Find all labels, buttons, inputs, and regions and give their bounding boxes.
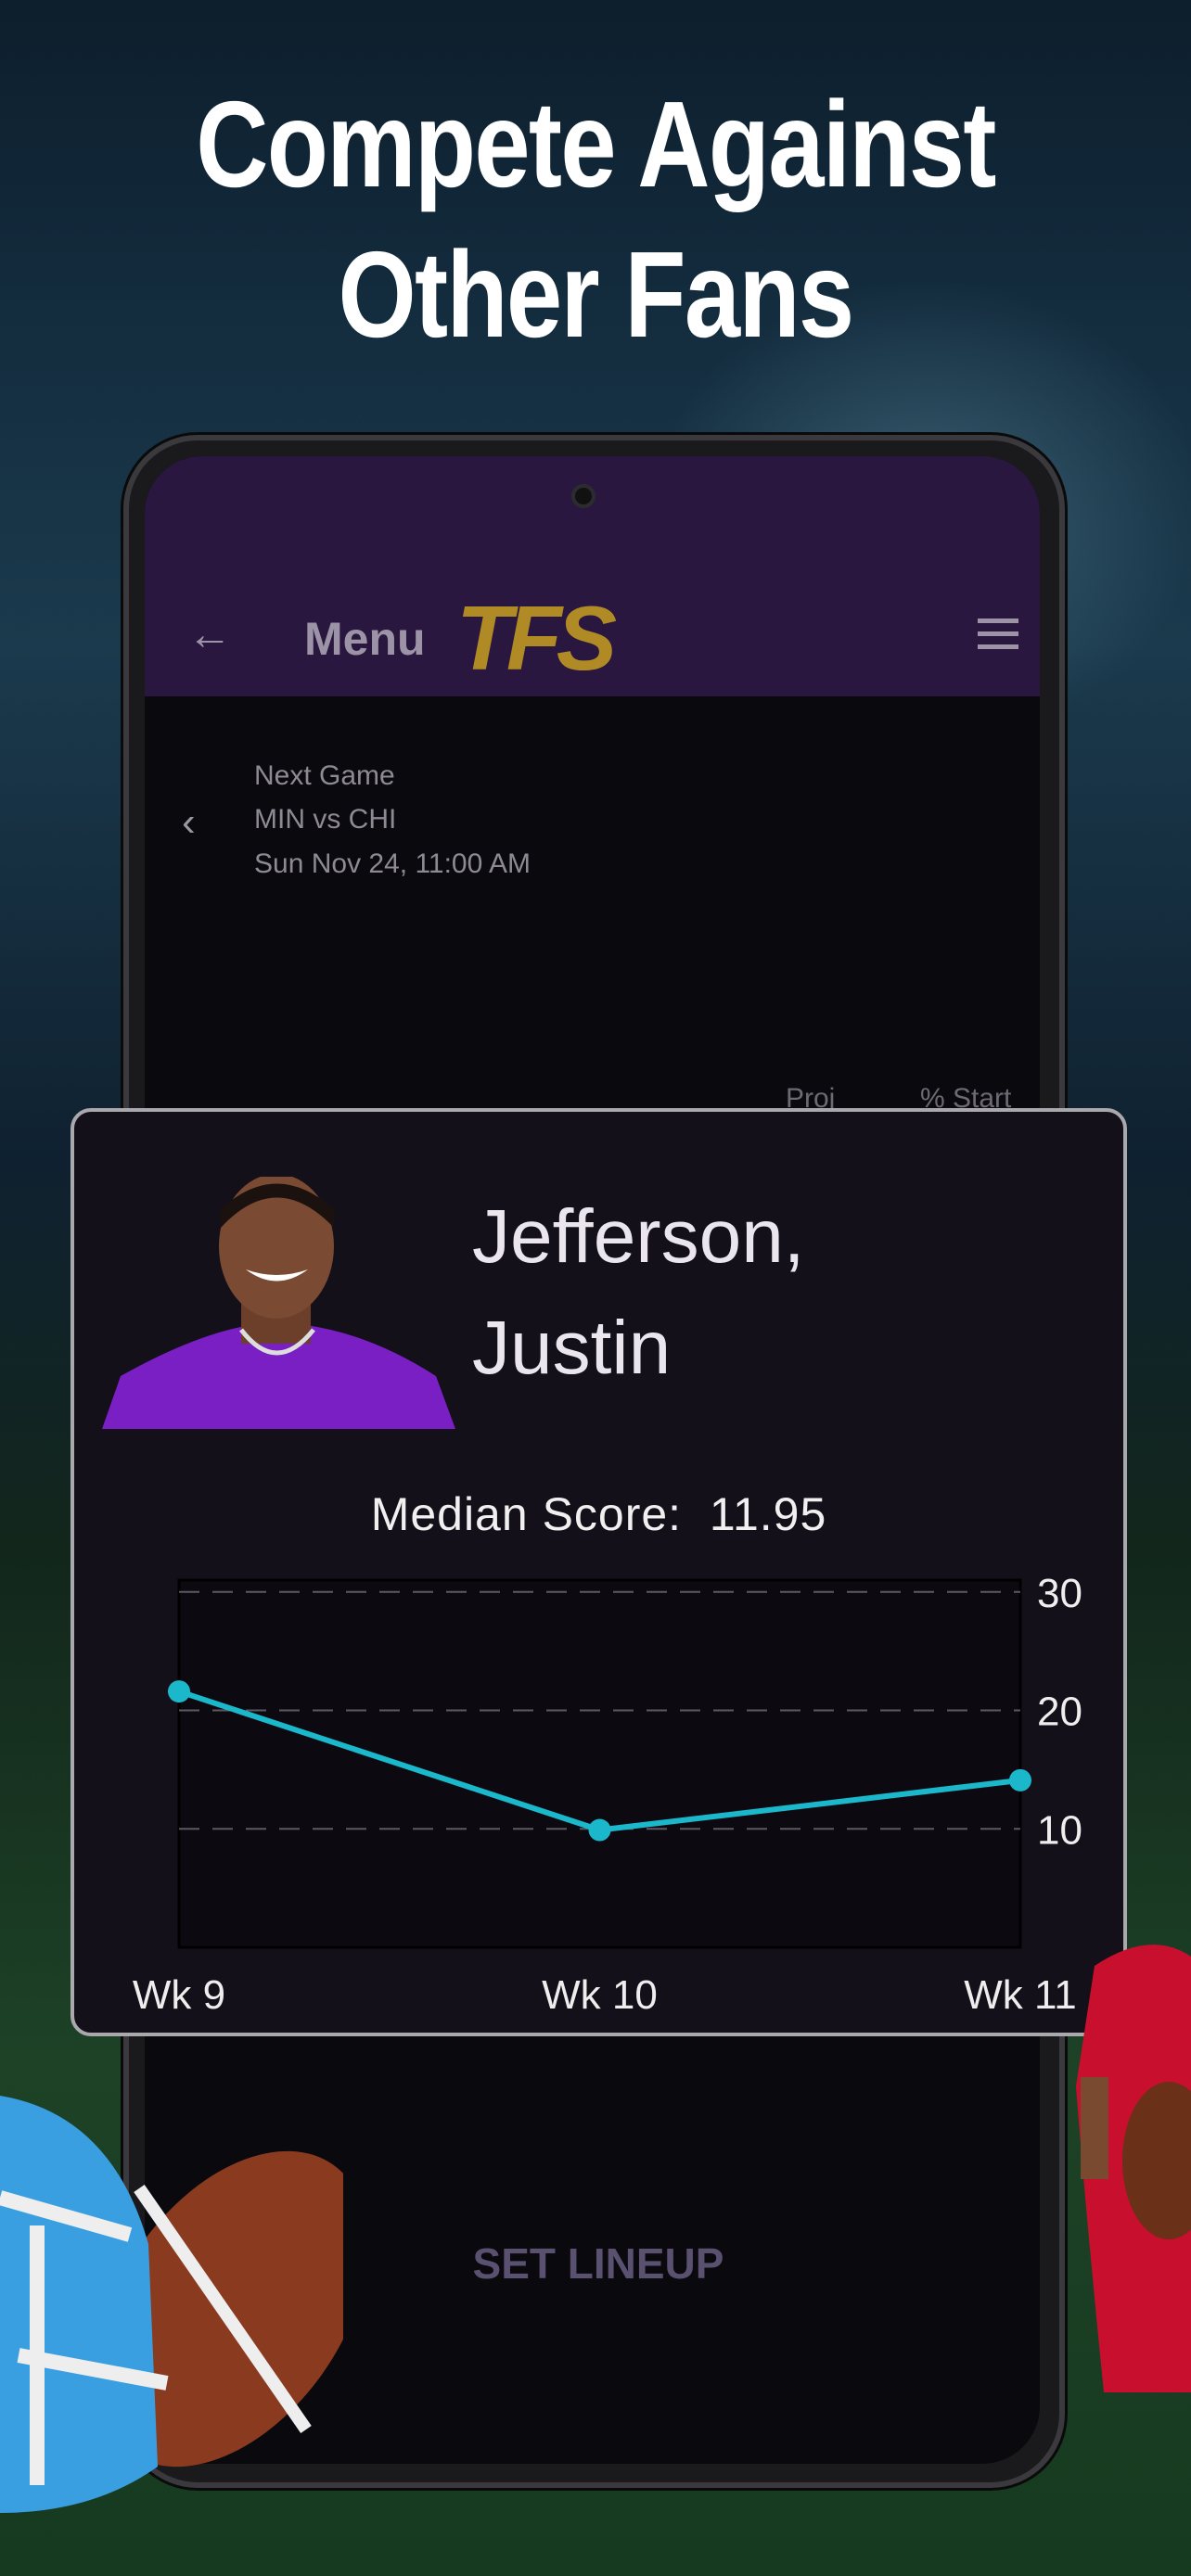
player-card: Jefferson, Justin Median Score: 11.95 10… bbox=[70, 1108, 1127, 2036]
median-score: Median Score: 11.95 bbox=[74, 1487, 1123, 1541]
y-tick-label: 10 bbox=[1037, 1807, 1082, 1853]
median-score-value: 11.95 bbox=[709, 1488, 827, 1540]
player-name-last: Jefferson, bbox=[472, 1194, 805, 1279]
median-score-label: Median Score: bbox=[370, 1488, 683, 1540]
x-tick-label: Wk 11 bbox=[964, 1972, 1076, 2018]
plot-area bbox=[177, 1578, 1022, 1949]
x-tick-label: Wk 9 bbox=[133, 1972, 225, 2018]
app-bar: ← Menu TFS bbox=[145, 456, 1040, 696]
set-lineup-button[interactable]: SET LINEUP bbox=[472, 2239, 724, 2288]
arrow-left-icon[interactable]: ← bbox=[187, 610, 232, 659]
player-photo bbox=[102, 1177, 455, 1429]
data-point bbox=[588, 1818, 611, 1842]
player-illustration bbox=[1076, 1945, 1191, 2392]
player-name-first: Justin bbox=[472, 1306, 672, 1390]
hamburger-icon[interactable] bbox=[978, 618, 1018, 649]
next-game-datetime: Sun Nov 24, 11:00 AM bbox=[254, 848, 531, 879]
y-tick-label: 30 bbox=[1037, 1571, 1082, 1616]
x-tick-label: Wk 10 bbox=[542, 1972, 658, 2018]
chevron-left-icon[interactable]: ‹ bbox=[182, 799, 196, 845]
tfs-logo: TFS bbox=[456, 587, 617, 689]
headline-line2: Other Fans bbox=[338, 226, 855, 363]
data-point bbox=[168, 1680, 190, 1703]
next-game-label: Next Game bbox=[254, 760, 395, 791]
score-line-chart: 10 20 30 Wk 9 Wk 10 Wk 11 bbox=[133, 1571, 1082, 2018]
data-point bbox=[1009, 1768, 1031, 1792]
app-title: Menu bbox=[304, 613, 426, 665]
y-tick-label: 20 bbox=[1037, 1690, 1082, 1735]
next-game-matchup: MIN vs CHI bbox=[254, 804, 397, 835]
headline-line1: Compete Against bbox=[196, 76, 996, 212]
helmet-football-illustration bbox=[0, 2096, 343, 2513]
camera-icon bbox=[571, 484, 596, 508]
